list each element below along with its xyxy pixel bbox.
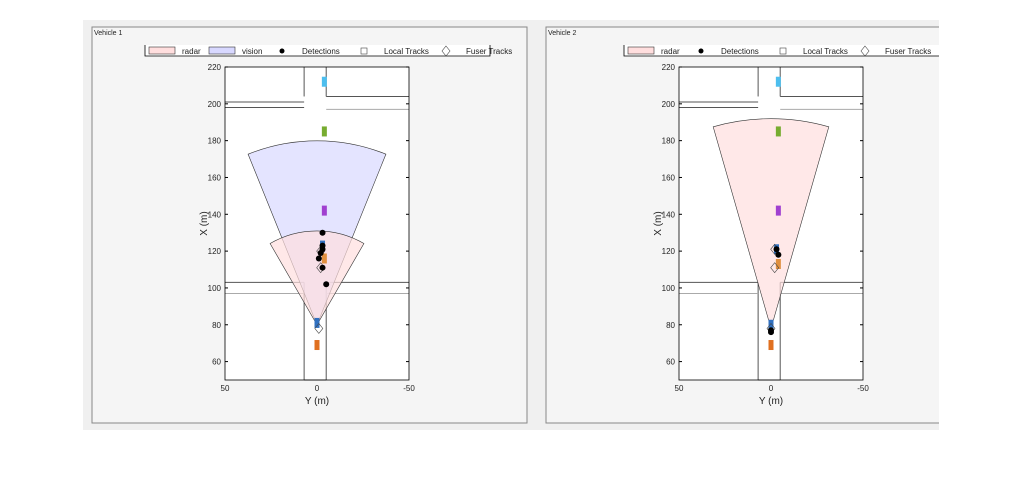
legend-label: Detections	[302, 47, 340, 56]
vehicle	[321, 205, 327, 216]
legend-label: radar	[661, 47, 680, 56]
detection	[323, 281, 330, 288]
vehicle	[314, 317, 320, 328]
legend-swatch-vision	[208, 46, 236, 55]
x-tick-label: 0	[315, 384, 320, 393]
vehicle	[775, 205, 781, 216]
y-tick-label: 220	[662, 63, 676, 72]
x-tick-label: 50	[675, 384, 684, 393]
vehicle	[768, 340, 774, 351]
vehicle	[775, 76, 781, 87]
y-tick-label: 200	[662, 100, 676, 109]
detection	[773, 246, 780, 253]
panel-title: Vehicle 2	[548, 30, 577, 37]
legend-label: Local Tracks	[384, 47, 429, 56]
panel-1: Vehicle 1 220 200 180 160 140 120 100 80 60 50 0 -50…	[91, 26, 528, 424]
vehicle	[775, 259, 781, 270]
legend-marker-local-track	[779, 47, 787, 55]
detection	[315, 255, 322, 262]
vehicle	[775, 126, 781, 137]
legend	[624, 45, 939, 56]
legend-label: Fuser Tracks	[885, 47, 931, 56]
y-tick-label: 220	[208, 63, 222, 72]
detection	[775, 251, 782, 258]
y-axis-label: X (m)	[653, 211, 664, 235]
x-tick-label: -50	[857, 384, 869, 393]
x-axis-label: Y (m)	[759, 396, 783, 407]
fuser-track	[770, 262, 780, 274]
y-tick-label: 200	[208, 100, 222, 109]
detection	[317, 249, 324, 256]
x-tick-label: 0	[769, 384, 774, 393]
panel-2: Vehicle 2 220 200 180 160 140 120 100 80 60 50 0 -50…	[545, 26, 939, 424]
y-tick-label: 140	[208, 210, 222, 219]
coverage-radar	[269, 230, 365, 326]
vehicle	[314, 340, 320, 351]
fuser-track	[314, 322, 324, 334]
legend-marker-detection	[279, 48, 285, 54]
vehicle	[321, 76, 327, 87]
legend-label: Fuser Tracks	[466, 47, 512, 56]
legend-marker-local-track	[360, 47, 368, 55]
legend-border	[623, 45, 939, 57]
legend-label: Detections	[721, 47, 759, 56]
vehicle	[768, 319, 774, 330]
y-tick-label: 60	[212, 358, 221, 367]
legend-swatch-radar	[627, 46, 655, 55]
x-axis-label: Y (m)	[305, 396, 329, 407]
y-tick-label: 160	[662, 173, 676, 182]
y-tick-label: 100	[662, 284, 676, 293]
y-tick-label: 60	[666, 358, 675, 367]
detection	[768, 329, 774, 336]
axes-box	[678, 66, 864, 381]
y-tick-label: 160	[208, 173, 222, 182]
y-tick-label: 100	[208, 284, 222, 293]
legend	[145, 45, 490, 56]
legend-swatch-radar	[148, 46, 176, 55]
y-axis-label: X (m)	[199, 211, 210, 235]
detection	[319, 264, 326, 271]
legend-label: Local Tracks	[803, 47, 848, 56]
y-tick-label: 180	[662, 137, 676, 146]
y-tick-label: 80	[666, 321, 675, 330]
detection	[319, 229, 326, 236]
vehicle	[321, 253, 327, 264]
legend-marker-detection	[698, 48, 704, 54]
legend-marker-fuser-track	[441, 45, 451, 57]
x-tick-label: -50	[403, 384, 415, 393]
figure: Vehicle 1 220 200 180 160 140 120 100 80 60 50 0 -50…	[83, 20, 939, 430]
y-tick-label: 180	[208, 137, 222, 146]
y-tick-label: 120	[662, 247, 676, 256]
y-tick-label: 120	[208, 247, 222, 256]
x-tick-label: 50	[221, 384, 230, 393]
y-tick-label: 140	[662, 210, 676, 219]
y-tick-label: 80	[212, 321, 221, 330]
legend-border	[144, 45, 491, 57]
legend-label: vision	[242, 47, 262, 56]
vehicle	[321, 126, 327, 137]
panel-title: Vehicle 1	[94, 30, 123, 37]
legend-marker-fuser-track	[860, 45, 870, 57]
axes-box	[224, 66, 410, 381]
coverage-radar	[712, 118, 830, 330]
legend-label: radar	[182, 47, 201, 56]
figure-canvas: Vehicle 1 220 200 180 160 140 120 100 80 60 50 0 -50…	[91, 26, 939, 424]
